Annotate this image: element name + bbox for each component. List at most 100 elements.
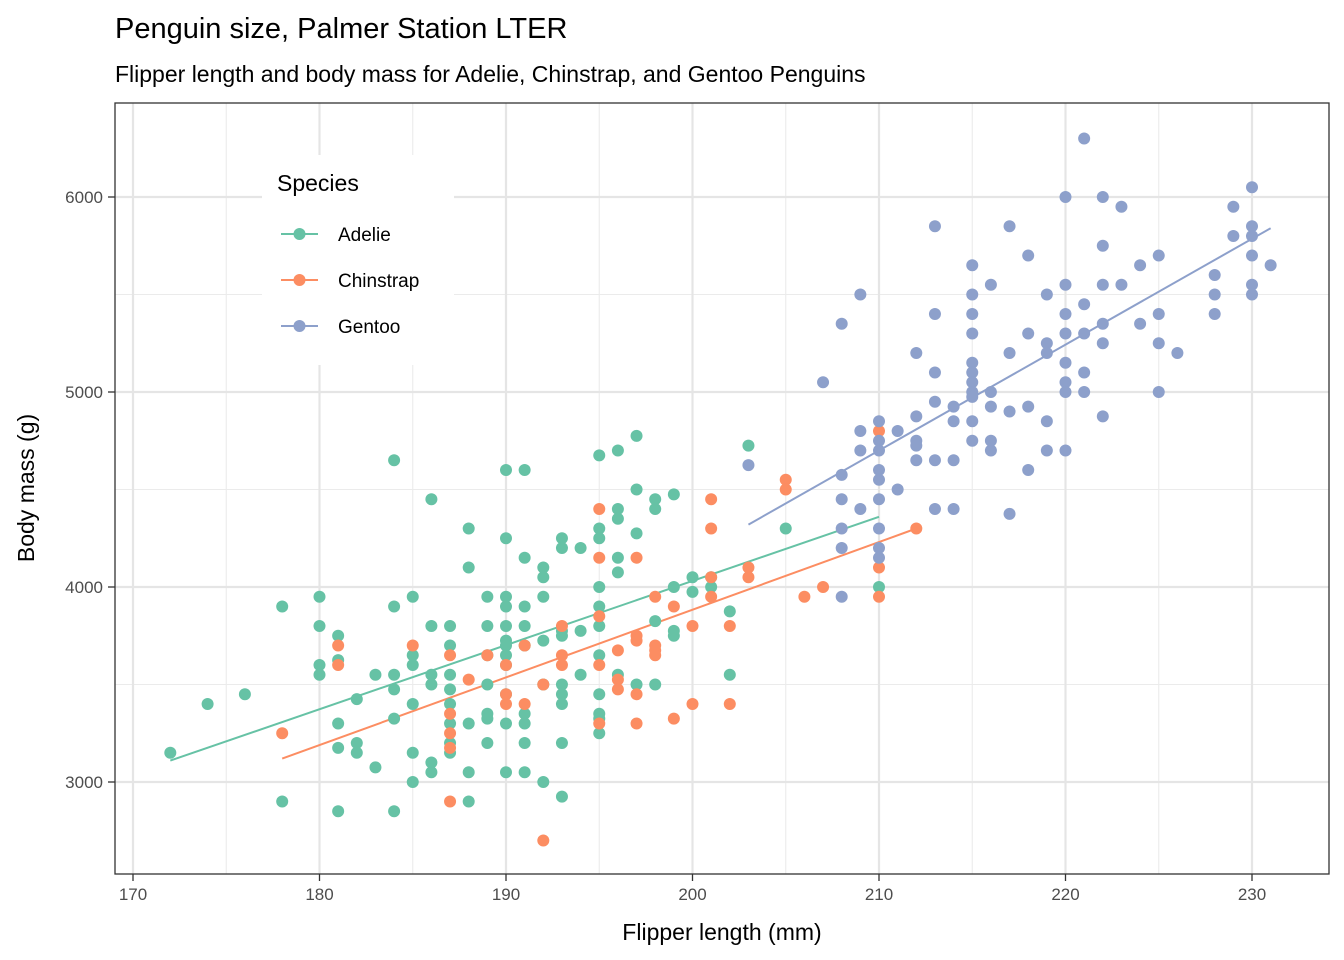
point-gentoo	[1059, 444, 1072, 457]
point-chinstrap	[779, 473, 792, 486]
point-adelie	[555, 698, 568, 710]
point-adelie	[406, 590, 419, 603]
panel-border	[114, 102, 1330, 875]
point-chinstrap	[742, 571, 755, 584]
point-chinstrap	[555, 649, 568, 662]
point-adelie	[723, 605, 736, 618]
point-chinstrap	[444, 649, 457, 662]
point-adelie	[537, 590, 550, 603]
point-gentoo	[966, 327, 979, 340]
point-chinstrap	[723, 698, 736, 710]
point-chinstrap	[444, 707, 457, 720]
point-adelie	[593, 532, 606, 545]
point-adelie	[500, 766, 512, 779]
point-adelie	[406, 659, 419, 671]
point-chinstrap	[593, 503, 606, 515]
point-gentoo	[1040, 444, 1053, 457]
point-gentoo	[1152, 308, 1165, 320]
point-adelie	[630, 483, 643, 496]
point-gentoo	[873, 522, 885, 535]
point-adelie	[518, 717, 531, 730]
point-gentoo	[1246, 249, 1258, 262]
point-adelie	[593, 600, 606, 613]
point-chinstrap	[667, 600, 680, 613]
point-adelie	[462, 561, 475, 574]
point-chinstrap	[444, 795, 457, 808]
point-gentoo	[966, 376, 979, 389]
point-gentoo	[1022, 327, 1035, 340]
point-adelie	[555, 532, 568, 545]
point-adelie	[742, 439, 755, 452]
point-gentoo	[1208, 288, 1221, 301]
point-gentoo	[1003, 220, 1016, 233]
point-gentoo	[1078, 298, 1091, 311]
point-adelie	[444, 668, 457, 681]
point-adelie	[667, 581, 680, 593]
y-axis: 3000 4000 5000 6000	[65, 188, 115, 792]
point-gentoo	[1078, 386, 1091, 398]
point-chinstrap	[705, 590, 718, 603]
point-adelie	[276, 600, 289, 613]
point-adelie	[500, 532, 512, 545]
point-gentoo	[1059, 356, 1072, 369]
y-tick-label: 5000	[65, 383, 103, 402]
point-adelie	[630, 678, 643, 691]
point-adelie	[444, 620, 457, 632]
point-adelie	[481, 620, 494, 632]
point-gentoo	[854, 444, 867, 457]
point-adelie	[537, 776, 550, 788]
point-adelie	[611, 551, 624, 564]
legend-background	[262, 155, 454, 365]
point-gentoo	[1227, 200, 1240, 213]
fit-line-gentoo	[747, 227, 1272, 526]
point-adelie	[332, 805, 345, 818]
y-axis-title: Body mass (g)	[13, 414, 39, 562]
point-gentoo	[1022, 249, 1035, 262]
point-gentoo	[1003, 507, 1016, 520]
point-chinstrap	[593, 551, 606, 564]
point-chinstrap	[537, 678, 550, 691]
point-adelie	[462, 795, 475, 808]
point-adelie	[500, 620, 512, 632]
point-adelie	[350, 746, 363, 759]
point-adelie	[313, 659, 326, 671]
point-adelie	[276, 795, 289, 808]
point-adelie	[518, 707, 531, 720]
point-chinstrap	[873, 561, 885, 574]
chart-subtitle: Flipper length and body mass for Adelie,…	[115, 61, 866, 87]
point-adelie	[537, 561, 550, 574]
point-adelie	[500, 590, 512, 603]
point-adelie	[723, 668, 736, 681]
x-tick-label: 210	[865, 885, 893, 904]
plot-panel	[114, 102, 1330, 875]
point-adelie	[574, 542, 587, 554]
point-adelie	[444, 717, 457, 730]
point-gentoo	[854, 425, 867, 437]
point-gentoo	[873, 444, 885, 457]
legend-key-point	[293, 228, 306, 240]
point-gentoo	[873, 415, 885, 428]
point-adelie	[444, 683, 457, 696]
legend: Species Adelie Chinstrap Gentoo	[262, 155, 454, 365]
point-adelie	[332, 741, 345, 754]
point-gentoo	[910, 454, 923, 467]
point-gentoo	[1152, 386, 1165, 398]
point-adelie	[779, 522, 792, 535]
point-gentoo	[910, 347, 923, 359]
legend-label: Chinstrap	[338, 271, 419, 292]
point-gentoo	[966, 356, 979, 369]
point-gentoo	[966, 434, 979, 447]
point-gentoo	[947, 503, 960, 515]
legend-item-gentoo: Gentoo	[281, 317, 400, 338]
point-gentoo	[1096, 278, 1109, 291]
point-chinstrap	[500, 698, 512, 710]
point-adelie	[593, 581, 606, 593]
point-adelie	[555, 790, 568, 803]
point-gentoo	[1096, 337, 1109, 350]
point-gentoo	[854, 288, 867, 301]
point-adelie	[649, 503, 662, 515]
point-adelie	[686, 585, 699, 598]
point-gentoo	[928, 308, 941, 320]
point-gentoo	[1003, 405, 1016, 418]
point-adelie	[518, 551, 531, 564]
